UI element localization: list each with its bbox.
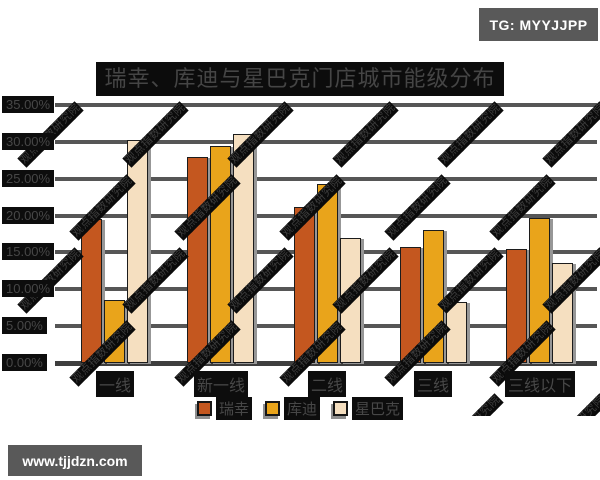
telegram-badge: TG: MYYJJPP (479, 8, 598, 41)
bar-starbucks-3 (340, 238, 361, 363)
chart-legend: 瑞幸 库迪 星巴克 (0, 397, 600, 420)
watermark-text: 观 (17, 295, 36, 314)
bar-luckin-3 (294, 207, 315, 363)
y-axis-label: 20.00% (2, 207, 55, 224)
legend-label-cotti: 库迪 (283, 397, 320, 420)
telegram-badge-text: TG: MYYJJPP (489, 16, 588, 33)
bar-luckin-5 (506, 249, 527, 363)
watermark-text: 观 (174, 368, 193, 387)
legend-item-luckin: 瑞幸 (196, 397, 252, 420)
x-axis-label-5: 三线以下 (504, 371, 576, 397)
bar-starbucks-4 (446, 302, 467, 363)
legend-item-cotti: 库迪 (264, 397, 320, 420)
y-axis-label: 0.00% (2, 354, 47, 371)
gridline-25.00% (55, 177, 597, 181)
x-axis-label-2: 新一线 (193, 371, 249, 397)
bar-cotti-2 (210, 146, 231, 363)
y-axis-label: 35.00% (2, 96, 55, 113)
gridline-35.00% (55, 103, 597, 107)
site-url-plate: www.tjjdzn.com (8, 445, 142, 476)
bar-starbucks-2 (233, 134, 254, 363)
bar-luckin-4 (400, 247, 421, 363)
bar-cotti-1 (104, 300, 125, 363)
bar-luckin-1 (81, 219, 102, 363)
legend-label-luckin: 瑞幸 (215, 397, 252, 420)
legend-item-starbucks: 星巴克 (333, 397, 404, 420)
y-axis-label: 15.00% (2, 243, 55, 260)
watermark-text: 观 (279, 368, 298, 387)
watermark-text: 观 (384, 368, 403, 387)
gridline-0.00% (55, 361, 597, 366)
bar-cotti-3 (317, 184, 338, 363)
y-axis-label: 30.00% (2, 133, 55, 150)
gridline-30.00% (55, 140, 597, 144)
y-axis-label: 25.00% (2, 170, 55, 187)
legend-swatch-cotti (264, 401, 280, 416)
watermark-text: 观 (17, 149, 36, 168)
y-axis-label: 10.00% (2, 280, 55, 297)
bar-starbucks-1 (127, 140, 148, 363)
bar-starbucks-5 (552, 263, 573, 363)
legend-swatch-starbucks (333, 401, 348, 416)
x-axis-label-3: 二线 (307, 371, 347, 397)
chart-title-text: 瑞幸、库迪与星巴克门店城市能级分布 (96, 62, 504, 96)
x-axis-label-4: 三线 (413, 371, 453, 397)
legend-swatch-luckin (196, 401, 212, 416)
page-title: 瑞幸、库迪与星巴克门店城市能级分布 (0, 62, 600, 96)
watermark-text: 观 (69, 368, 88, 387)
legend-label-starbucks: 星巴克 (352, 397, 404, 420)
bar-luckin-2 (187, 157, 208, 363)
bar-chart-plot (55, 103, 597, 366)
bar-cotti-5 (529, 218, 550, 363)
site-url-text: www.tjjdzn.com (22, 452, 128, 469)
y-axis-label: 5.00% (2, 317, 47, 334)
bar-cotti-4 (423, 230, 444, 363)
x-axis-label-1: 一线 (95, 371, 135, 397)
